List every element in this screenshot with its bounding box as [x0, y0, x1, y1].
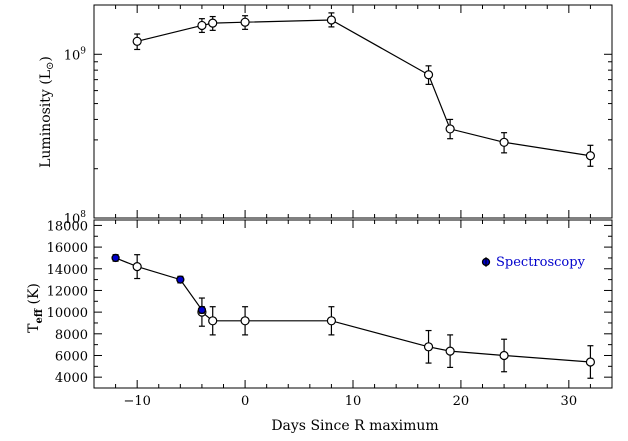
teff-point	[208, 316, 218, 326]
luminosity-point	[132, 36, 142, 46]
teff-plot-frame	[93, 219, 613, 389]
luminosity-label-text: Luminosity (L	[38, 70, 54, 168]
legend-spectroscopy-marker	[481, 257, 491, 267]
y-tick-label: 108	[64, 210, 87, 227]
x-tick-label: 30	[561, 394, 578, 409]
luminosity-point	[445, 124, 455, 134]
teff-point	[240, 316, 250, 326]
y-tick-label: 16000	[47, 241, 88, 256]
solar-symbol: ⊙	[45, 62, 56, 70]
y-tick-label: 10000	[47, 306, 88, 321]
y-tick-exponent: 8	[80, 210, 86, 220]
teff-axis-label: Teff (K)	[26, 283, 45, 333]
y-tick-label: 4000	[55, 371, 88, 386]
teff-point	[445, 346, 455, 356]
teff-point	[326, 316, 337, 326]
x-tick-label: 0	[241, 394, 249, 409]
teff-label-main: T	[26, 323, 42, 333]
luminosity-plot-frame	[93, 4, 613, 219]
legend-spectroscopy-label: Spectroscopy	[496, 255, 586, 270]
x-tick-label: 20	[453, 394, 470, 409]
luminosity-point	[499, 137, 509, 147]
teff-panel: −10 0 10 20 30 4000 6000 8000 10000 12000 14000 160…	[47, 219, 613, 409]
luminosity-point	[208, 18, 218, 28]
teff-label-unit: (K)	[26, 283, 42, 309]
luminosity-point	[423, 70, 434, 80]
y-tick-mantissa: 10	[64, 48, 81, 63]
x-axis-label: Days Since R maximum	[271, 418, 438, 434]
luminosity-axis-label: Luminosity (L⊙)	[38, 56, 56, 168]
teff-point	[132, 262, 142, 272]
teff-point	[499, 350, 509, 361]
spectroscopy-point	[111, 253, 120, 263]
y-tick-exponent: 9	[80, 46, 86, 56]
teff-series-line	[115, 257, 591, 363]
spectroscopy-point	[176, 275, 185, 284]
luminosity-label-close: )	[38, 56, 54, 61]
x-tick-label: −10	[123, 394, 150, 409]
luminosity-point	[197, 20, 207, 31]
y-tick-label: 12000	[47, 284, 88, 299]
teff-point	[585, 357, 596, 367]
legend: Spectroscopy	[481, 255, 586, 270]
y-tick-label: 14000	[47, 263, 88, 278]
luminosity-point	[585, 151, 596, 161]
x-tick-label: 10	[345, 394, 362, 409]
y-tick-label: 8000	[55, 328, 88, 343]
y-tick-label: 18000	[47, 219, 88, 234]
y-tick-label: 6000	[55, 349, 88, 364]
y-tick-label: 109	[64, 46, 87, 63]
spectroscopy-point	[197, 305, 207, 315]
luminosity-series-line	[137, 19, 591, 157]
teff-point	[423, 342, 434, 352]
luminosity-point	[326, 15, 337, 25]
teff-label-sub: eff	[34, 308, 45, 323]
y-tick-mantissa: 10	[64, 212, 81, 227]
luminosity-point	[240, 17, 250, 27]
